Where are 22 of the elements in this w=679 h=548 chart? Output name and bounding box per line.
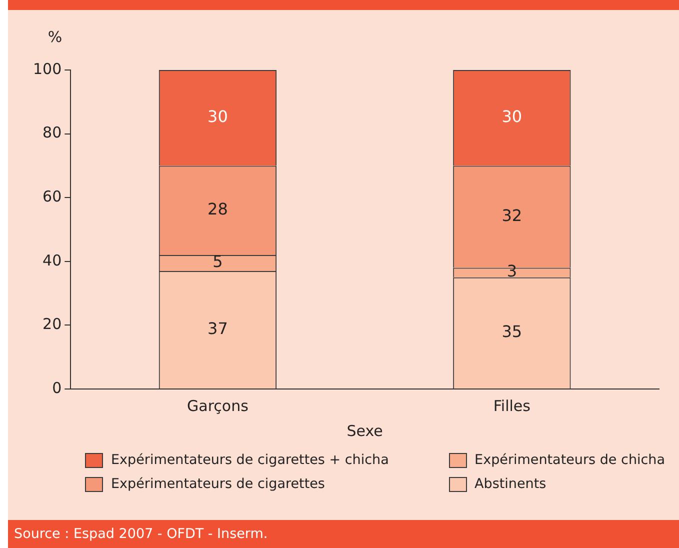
- y-tick-label: 0: [52, 378, 62, 397]
- y-tick-label: 80: [42, 124, 62, 142]
- data-label: 37: [208, 318, 228, 338]
- data-label: 32: [502, 206, 522, 225]
- legend-label: Expérimentateurs de chicha: [474, 452, 665, 468]
- data-label: 35: [502, 322, 522, 342]
- y-tick-label: 60: [42, 187, 62, 206]
- legend-label: Abstinents: [474, 476, 546, 492]
- y-tick-label: 20: [42, 315, 62, 334]
- legend-label: Expérimentateurs de cigarettes + chicha: [111, 452, 389, 468]
- source-note: Source : Espad 2007 - OFDT - Inserm.: [14, 526, 268, 542]
- y-axis-title: %: [48, 28, 62, 46]
- x-tick-label: Garçons: [187, 396, 249, 415]
- y-tick-label: 40: [42, 251, 62, 270]
- data-label: 5: [212, 252, 223, 272]
- legend-label: Expérimentateurs de cigarettes: [111, 476, 325, 492]
- x-tick-label: Filles: [493, 396, 531, 415]
- x-axis-title: Sexe: [346, 422, 383, 440]
- y-tick-label: 100: [32, 60, 62, 78]
- data-label: 28: [208, 200, 228, 219]
- data-label: 30: [502, 107, 522, 126]
- data-label: 30: [208, 107, 228, 126]
